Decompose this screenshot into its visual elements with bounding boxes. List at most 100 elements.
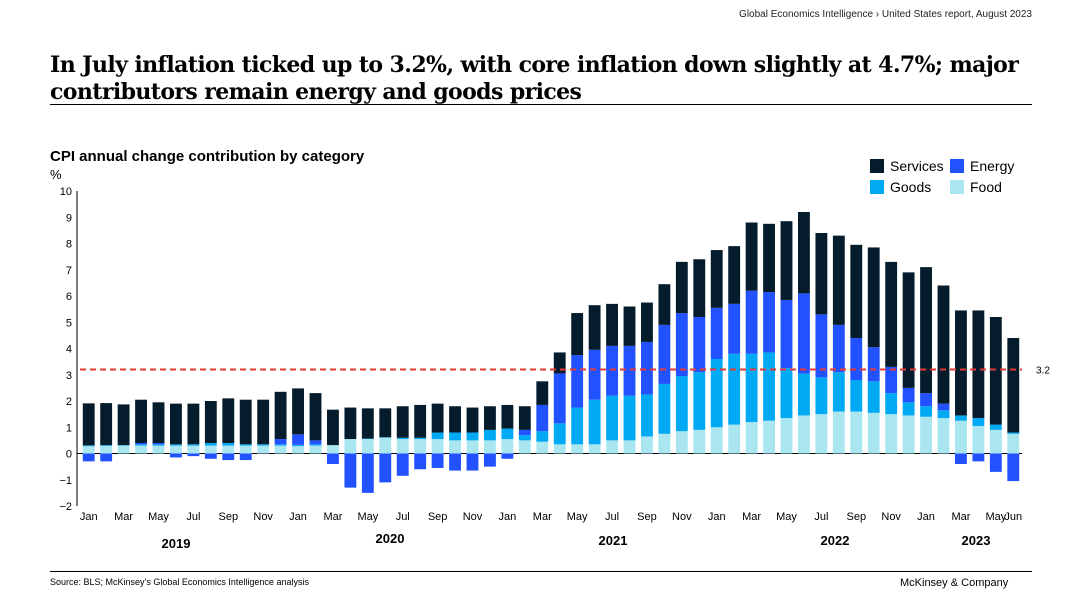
bar-segment-food xyxy=(850,411,863,454)
bar-segment-energy xyxy=(1007,453,1020,482)
legend-item-energy: Energy xyxy=(950,158,1014,174)
bar-segment-goods xyxy=(501,428,514,440)
bar-segment-energy xyxy=(815,314,828,378)
bar-segment-goods xyxy=(361,438,374,440)
bar-segment-food xyxy=(658,433,671,454)
bar-segment-food xyxy=(344,439,357,454)
bar-segment-energy xyxy=(832,324,845,373)
bar-segment-services xyxy=(989,317,1002,425)
bar-segment-goods xyxy=(135,444,147,446)
y-tick-label: 6 xyxy=(66,291,72,303)
bar-segment-services xyxy=(763,223,775,293)
bar-segment-services xyxy=(379,408,392,438)
legend-item-goods: Goods xyxy=(870,179,931,195)
bar-segment-food xyxy=(361,439,374,454)
bar-segment-goods xyxy=(902,402,915,416)
bar-segment-food xyxy=(885,414,898,454)
bar-segment-energy xyxy=(780,299,793,369)
bar-segment-goods xyxy=(920,406,932,417)
bar-segment-goods xyxy=(815,377,828,415)
bar-segment-goods xyxy=(82,445,95,447)
bar-segment-food xyxy=(501,439,514,454)
bar-segment-goods xyxy=(989,424,1002,430)
reference-line-label: 3.2 xyxy=(1036,366,1050,377)
bar-segment-energy xyxy=(606,345,618,396)
bar-segment-food xyxy=(309,445,322,454)
bar-segment-goods xyxy=(379,437,392,438)
bar-segment-energy xyxy=(170,453,182,458)
bar-segment-services xyxy=(117,404,130,446)
bar-segment-energy xyxy=(501,453,514,459)
bar-segment-services xyxy=(972,310,985,419)
legend-item-food: Food xyxy=(950,179,1002,195)
bar-segment-goods xyxy=(239,444,252,446)
bar-segment-goods xyxy=(414,437,427,440)
bar-segment-energy xyxy=(379,453,392,483)
bar-segment-goods xyxy=(623,395,636,441)
bar-segment-services xyxy=(501,404,514,429)
bar-segment-food xyxy=(623,440,636,454)
bar-segment-services xyxy=(414,404,427,438)
bar-segment-energy xyxy=(239,453,252,461)
bar-segment-services xyxy=(780,221,793,300)
x-tick-label: Jan xyxy=(80,511,98,523)
bar-segment-services xyxy=(641,302,653,342)
y-tick-label: 3 xyxy=(66,370,72,382)
bar-segment-services xyxy=(257,399,270,445)
bar-segment-services xyxy=(518,406,531,430)
bar-segment-goods xyxy=(658,383,671,434)
bar-segment-food xyxy=(571,444,584,454)
bar-segment-goods xyxy=(257,444,270,446)
bar-segment-goods xyxy=(675,376,688,432)
bar-segment-energy xyxy=(798,293,810,374)
bar-segment-energy xyxy=(989,453,1002,472)
bar-segment-goods xyxy=(798,373,810,416)
x-tick-label: Mar xyxy=(114,511,133,523)
x-tick-label: Mar xyxy=(951,511,970,523)
legend-label-food: Food xyxy=(970,179,1002,195)
bar-segment-services xyxy=(222,398,235,443)
bar-segment-food xyxy=(606,440,618,454)
x-tick-label: May xyxy=(776,511,797,523)
bar-segment-energy xyxy=(536,404,549,432)
bar-segment-services xyxy=(606,303,618,346)
bar-segment-services xyxy=(710,250,723,308)
bar-segment-food xyxy=(920,416,932,454)
bar-segment-services xyxy=(449,406,461,433)
bar-segment-food xyxy=(989,429,1002,454)
title-divider xyxy=(50,104,1032,105)
bar-segment-energy xyxy=(344,453,357,488)
bar-segment-energy xyxy=(641,341,653,395)
bar-segment-food xyxy=(239,445,252,454)
bar-segment-food xyxy=(484,440,496,454)
bar-segment-food xyxy=(588,444,601,454)
y-tick-label: −1 xyxy=(59,475,72,487)
x-tick-label: Jan xyxy=(917,511,935,523)
bar-segment-food xyxy=(379,437,392,454)
x-tick-label: Sep xyxy=(428,511,448,523)
bar-segment-food xyxy=(763,420,775,454)
bar-segment-food xyxy=(292,446,304,454)
y-tick-label: 2 xyxy=(66,396,72,408)
bar-segment-food xyxy=(710,427,723,454)
bar-segment-energy xyxy=(466,453,479,471)
bar-segment-food xyxy=(553,444,566,454)
x-tick-label: May xyxy=(567,511,588,523)
bar-segment-food xyxy=(972,425,985,454)
bar-segment-goods xyxy=(641,394,653,437)
bar-segment-goods xyxy=(1007,432,1020,434)
bar-segment-goods xyxy=(885,393,898,415)
bar-segment-energy xyxy=(728,303,741,354)
bar-segment-food xyxy=(798,415,810,454)
bar-segment-services xyxy=(82,403,95,446)
footer-divider xyxy=(50,571,1032,572)
bar-segment-services xyxy=(815,233,828,315)
legend-label-goods: Goods xyxy=(890,179,932,195)
bar-segment-services xyxy=(728,246,741,304)
bar-segment-services xyxy=(798,212,810,294)
bar-segment-energy xyxy=(292,434,304,445)
x-tick-label: Jan xyxy=(289,511,307,523)
bar-segment-goods xyxy=(780,368,793,419)
bar-segment-services xyxy=(344,407,357,440)
x-tick-label: Jul xyxy=(186,511,200,523)
